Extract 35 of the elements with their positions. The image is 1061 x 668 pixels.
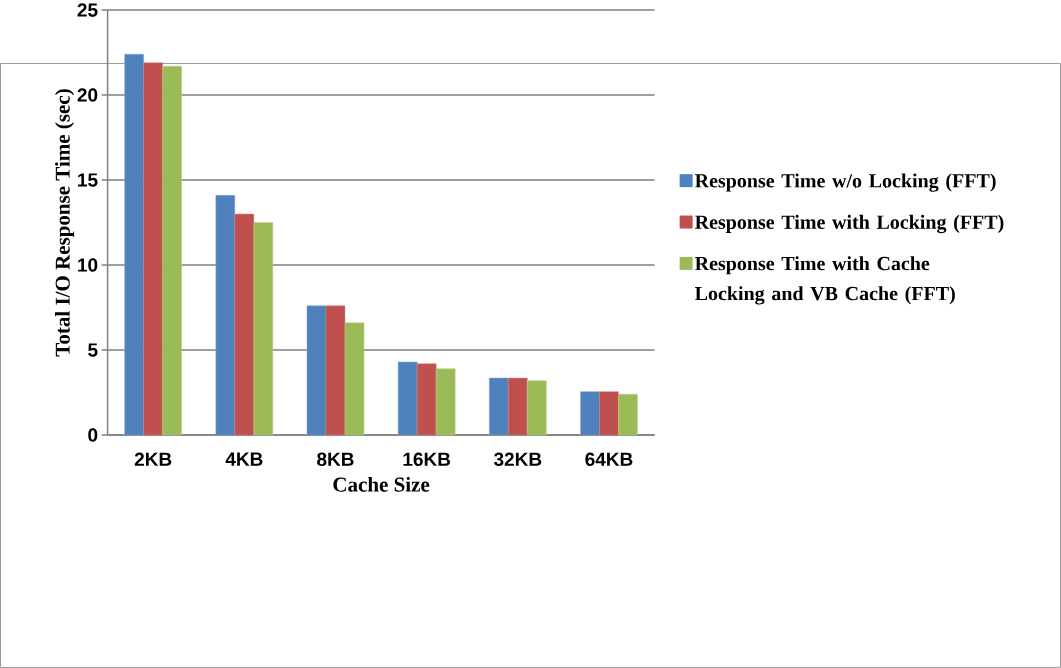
bar: [508, 377, 528, 436]
legend-label: Response Time with Cache Locking and VB Cache (FFT): [694, 256, 955, 305]
x-tick-label: 4KB: [225, 452, 263, 466]
y-tick-label: 20: [77, 88, 98, 102]
bar: [306, 305, 327, 436]
x-tick-label: 16KB: [403, 452, 451, 467]
bar: [489, 377, 509, 436]
y-axis-title: Total I/O Response Time (sec): [55, 89, 75, 357]
bar: [143, 62, 163, 436]
x-tick-label: 64KB: [585, 452, 633, 467]
bar: [215, 195, 236, 436]
x-axis-title: Cache Size: [333, 476, 430, 492]
y-tick-label: 0: [88, 428, 98, 442]
bar: [124, 54, 144, 436]
x-tick-label: 8KB: [317, 452, 354, 467]
bar: [580, 391, 600, 436]
bar: [234, 213, 255, 436]
bar: [435, 368, 456, 436]
y-tick-label: 10: [78, 258, 98, 272]
bar: [253, 222, 274, 436]
y-tick-label: 5: [88, 343, 98, 357]
bar: [599, 391, 619, 436]
bar: [325, 305, 346, 436]
bar: [162, 65, 182, 436]
y-tick-label: 15: [78, 173, 98, 187]
y-tick-label: 25: [77, 3, 98, 17]
bar: [397, 361, 418, 436]
bar: [416, 363, 437, 436]
bar: [527, 380, 547, 436]
legend-label: Response Time with Locking (FFT): [694, 214, 1004, 234]
legend-label: Response Time w/o Locking (FFT): [694, 173, 996, 192]
x-tick-label: 2KB: [134, 452, 172, 466]
bar: [344, 322, 365, 436]
bar: [618, 394, 638, 436]
x-tick-label: 32KB: [493, 452, 542, 467]
